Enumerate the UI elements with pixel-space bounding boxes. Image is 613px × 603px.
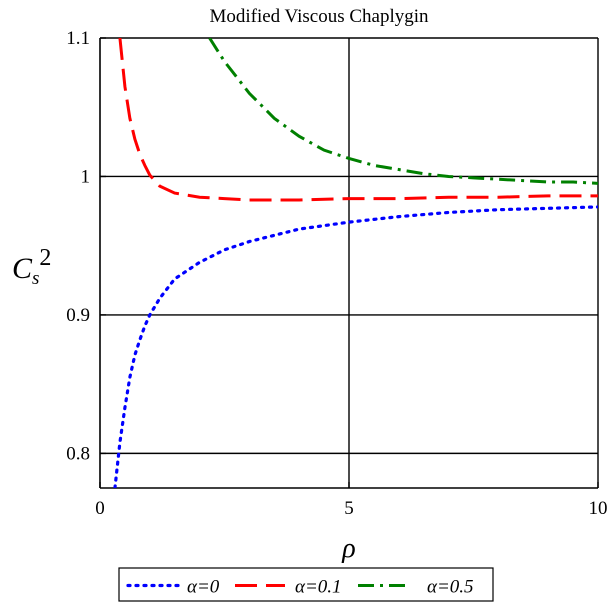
legend-box [118,567,494,602]
series-line-0 [113,205,598,488]
series-lines [113,38,598,488]
grid [100,37,599,488]
x-axis-label: ρ [341,533,355,564]
y-axis-label-sup: 2 [39,245,51,271]
legend: α=0 α=0.1 α=0.5 [118,567,494,602]
chart-title: Modified Viscous Chaplygin [209,6,429,27]
legend-label-0: α=0 [187,577,220,598]
y-tick-label: 1 [81,166,91,187]
y-tick-label: 0.8 [66,443,90,464]
y-axis-label: Cs2 [12,245,51,289]
tick-labels: 0 5 10 0.8 0.9 1 1.1 [66,28,607,519]
legend-label-1: α=0.1 [295,577,342,598]
y-axis-label-base: C [12,252,33,285]
y-axis-label-sub: s [32,268,39,289]
x-tick-label: 0 [95,498,105,519]
x-tick-label: 10 [589,498,608,519]
x-tick-label: 5 [344,498,354,519]
legend-label-2: α=0.5 [427,577,474,598]
y-tick-label: 1.1 [66,28,90,49]
axes [99,37,599,489]
y-tick-label: 0.9 [66,305,90,326]
series-line-2 [208,38,598,185]
series-line-1 [118,38,598,202]
